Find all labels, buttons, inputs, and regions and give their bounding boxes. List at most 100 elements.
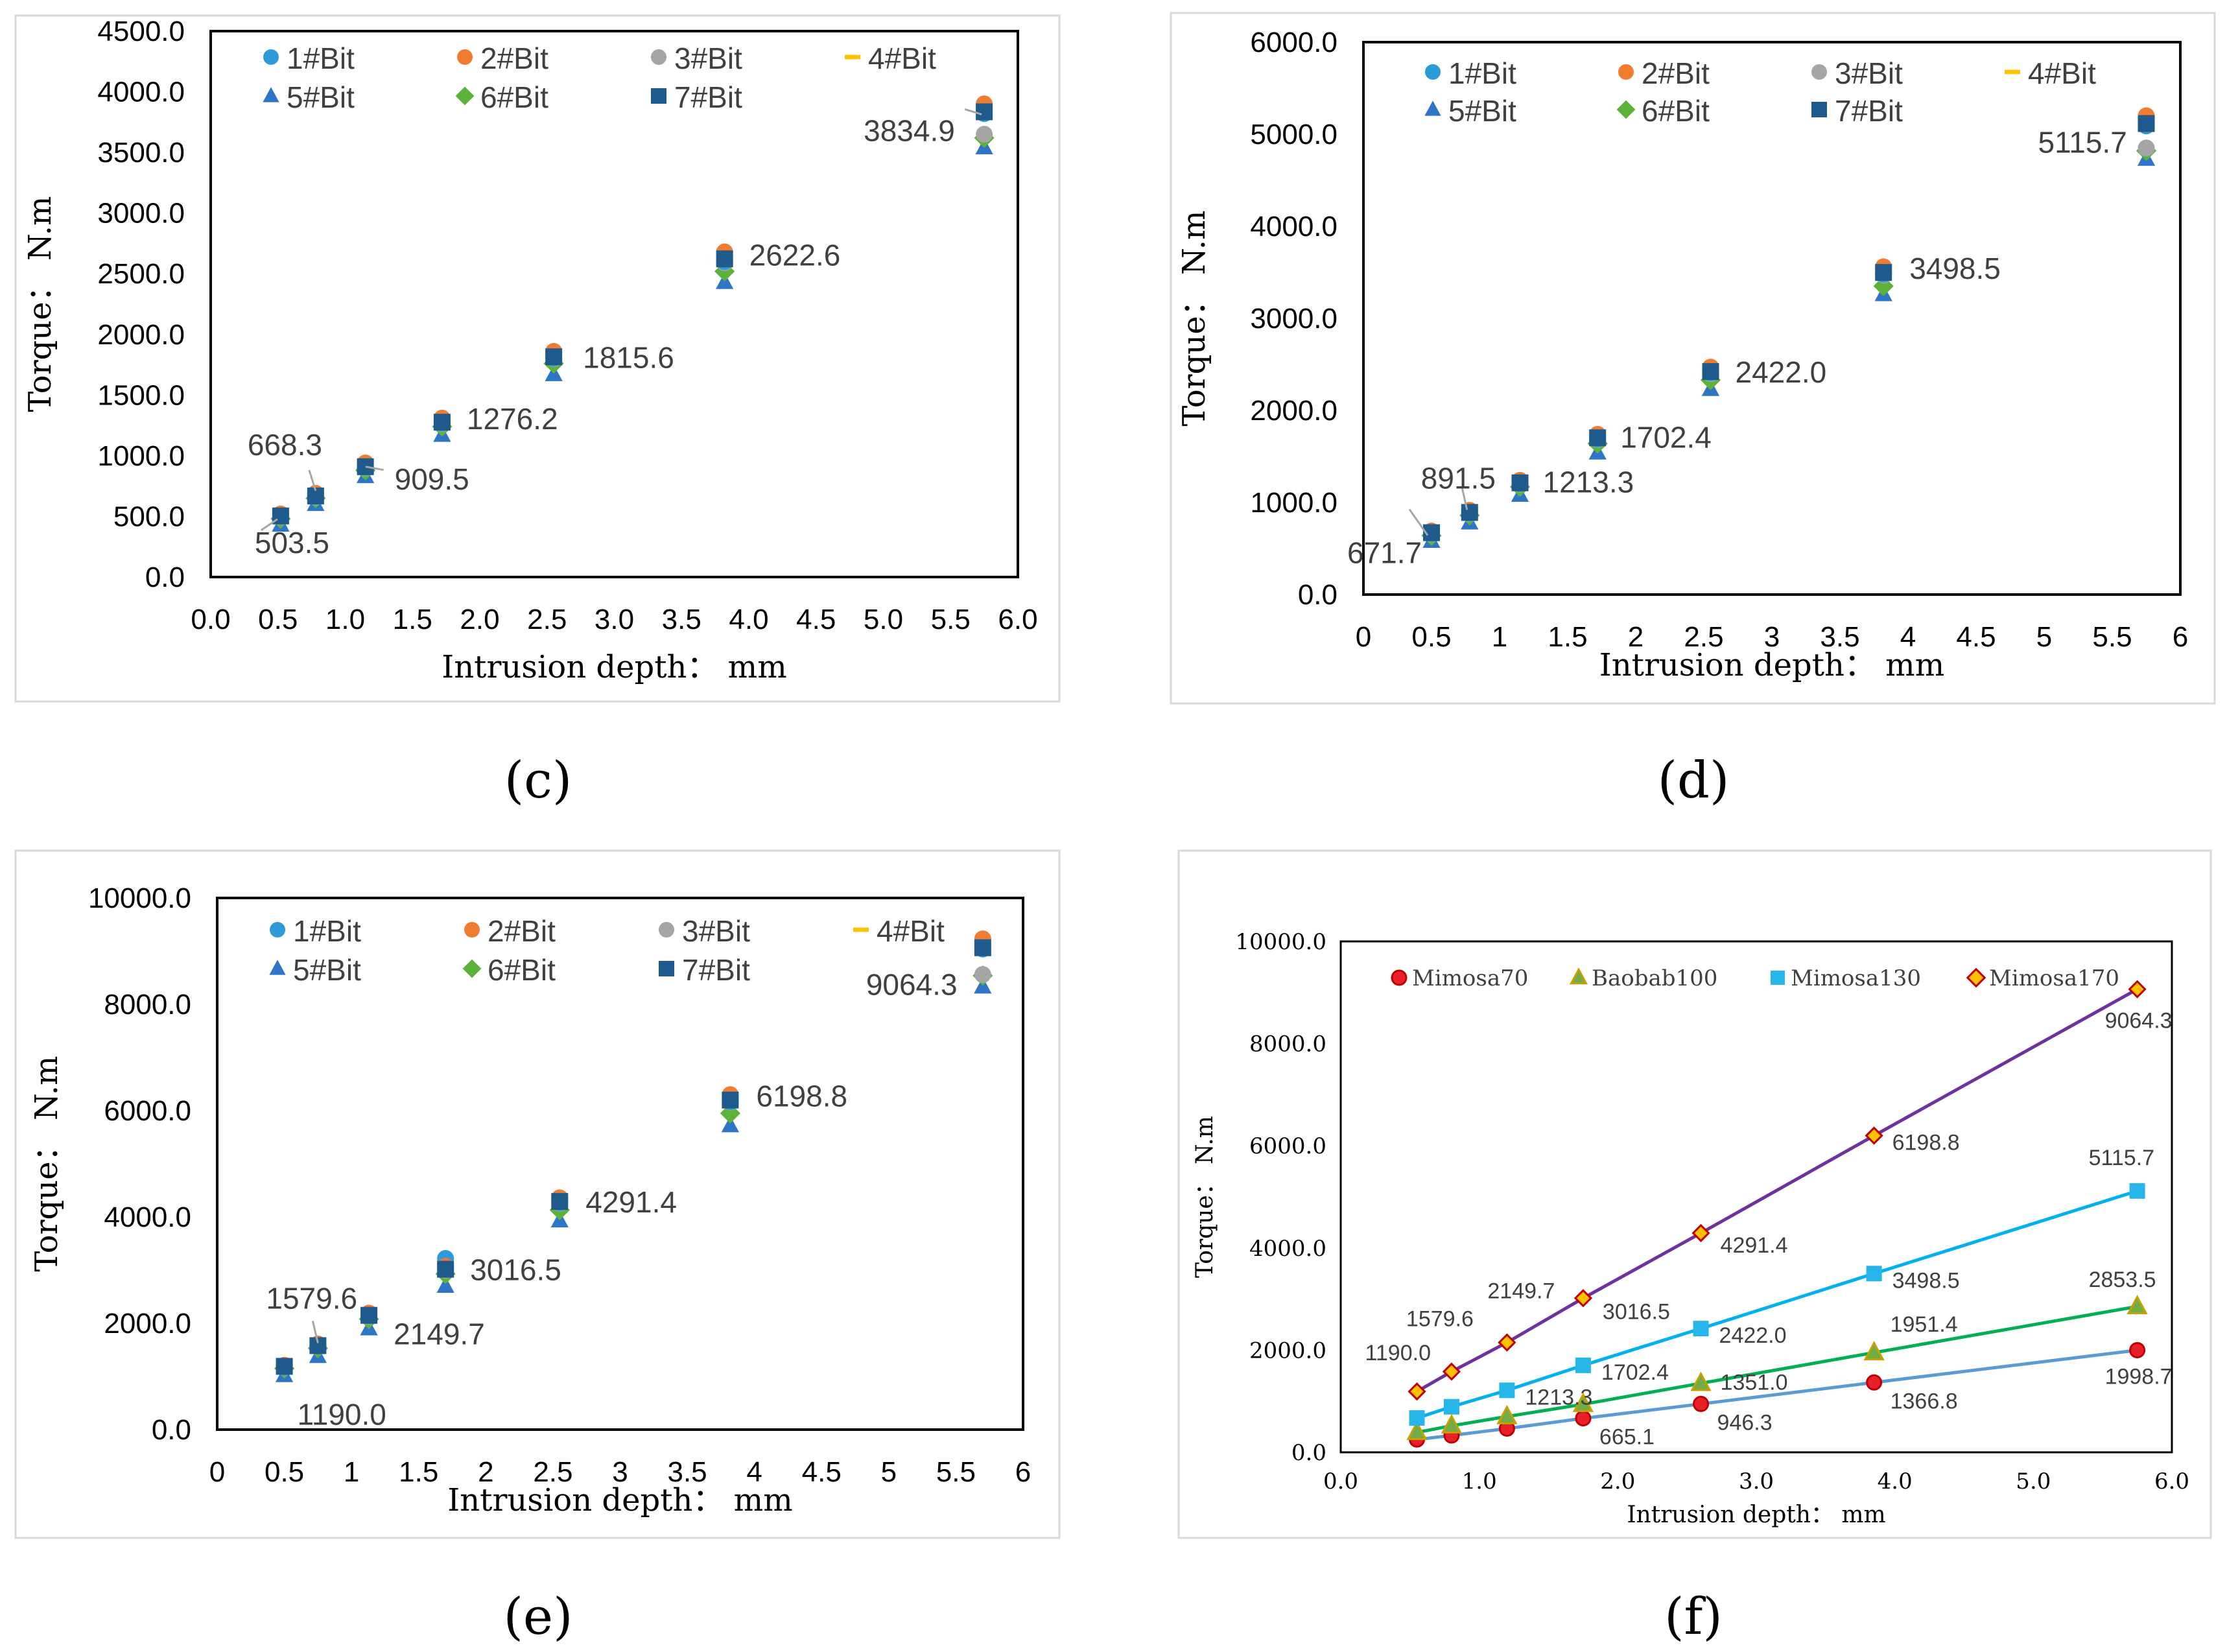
x-tick-label: 5.5 [2092, 621, 2132, 653]
x-tick-label: 3.0 [595, 604, 634, 635]
data-label: 4291.4 [1721, 1233, 1788, 1258]
legend-label: 2#Bit [480, 41, 548, 75]
x-tick-label: 2 [478, 1456, 493, 1488]
data-label: 3834.9 [864, 113, 955, 147]
x-tick-label: 2.5 [1684, 621, 1723, 653]
chart-d: 0.0 1000.0 2000.0 3000.0 4000.0 5000.0 6000.0 0… [1176, 27, 2188, 683]
y-tick-label: 0.0 [1291, 1440, 1326, 1466]
legend-label: Mimosa70 [1412, 965, 1528, 991]
legend-marker [1391, 969, 1408, 986]
y-tick-label: 0.0 [145, 561, 185, 593]
legend-marker [1811, 64, 1827, 80]
x-tick-label: 4.0 [729, 604, 768, 635]
y-tick-label: 10000.0 [1235, 929, 1326, 955]
data-point [1875, 264, 1892, 281]
data-label: 1351.0 [1721, 1371, 1788, 1395]
legend-marker [457, 49, 473, 65]
data-point [1406, 1421, 1428, 1441]
legend-marker [464, 922, 480, 938]
data-label: 3016.5 [1603, 1299, 1670, 1324]
x-tick-label: 4 [746, 1456, 762, 1488]
data-point [1409, 1410, 1425, 1426]
x-tick-label: 0.5 [1411, 621, 1451, 653]
legend-label: 3#Bit [1835, 56, 1903, 90]
data-point [1589, 429, 1607, 447]
data-point [1690, 1371, 1712, 1391]
data-point [976, 103, 993, 121]
x-tick-label: 4.5 [802, 1456, 842, 1488]
x-tick-label: 1.0 [1462, 1469, 1497, 1494]
leader-line [1408, 508, 1429, 536]
data-point [974, 966, 991, 984]
x-tick-label: 3.5 [1820, 621, 1859, 653]
x-tick-label: 6 [1015, 1456, 1031, 1488]
x-tick-label: 6.0 [2154, 1469, 2189, 1494]
data-label: 5115.7 [2038, 126, 2127, 159]
data-label: 9064.3 [866, 968, 958, 1002]
data-label: 5115.7 [2089, 1146, 2154, 1170]
data-point [1866, 1374, 1883, 1391]
data-point [433, 414, 451, 431]
y-axis-label: Torque： N.m [29, 1056, 65, 1271]
legend-label: 6#Bit [480, 80, 548, 114]
x-tick-label: 5 [2036, 621, 2052, 653]
legend-label: Mimosa170 [1989, 965, 2119, 991]
legend-label: 1#Bit [287, 41, 355, 75]
chart-c: 0.0 500.0 1000.0 1500.0 2000.0 2500.0 3000.0 35… [22, 16, 1038, 685]
legend-label: 4#Bit [877, 914, 945, 948]
x-tick-label: 3 [1764, 621, 1780, 653]
leader-line [311, 1321, 319, 1343]
legend-marker [1616, 100, 1636, 119]
data-label: 1998.7 [2105, 1365, 2173, 1389]
y-tick-label: 5000.0 [1250, 119, 1337, 150]
data-point [1575, 1410, 1592, 1427]
data-label: 2422.0 [1719, 1323, 1787, 1348]
y-tick-label: 500.0 [113, 501, 185, 532]
legend-label: 5#Bit [293, 953, 361, 987]
data-point [436, 1276, 454, 1293]
x-tick-label: 1.5 [393, 604, 432, 635]
data-label: 3016.5 [470, 1253, 561, 1287]
legend-marker [659, 922, 674, 938]
y-tick-label: 3500.0 [97, 137, 185, 169]
data-point [1461, 504, 1478, 521]
x-tick-label: 5.5 [931, 604, 971, 635]
x-tick-label: 3.5 [662, 604, 701, 635]
data-label: 2422.0 [1736, 355, 1827, 389]
data-point [974, 939, 991, 956]
data-point [1691, 1223, 1710, 1242]
legend-marker [659, 961, 674, 976]
data-point [1499, 1382, 1515, 1398]
x-axis-label: Intrusion depth： mm [1599, 647, 1944, 683]
x-tick-label: 2.0 [460, 604, 499, 635]
legend-marker [853, 927, 869, 932]
leader-line [964, 108, 982, 115]
data-label: 1579.6 [1406, 1307, 1474, 1332]
y-tick-label: 4000.0 [1250, 211, 1337, 242]
data-label: 1213.3 [1525, 1385, 1592, 1410]
caption-f: (f) [1664, 1588, 1723, 1646]
plot-area [1339, 940, 2173, 1454]
x-tick-label: 1 [344, 1456, 359, 1488]
y-tick-label: 2000.0 [104, 1308, 191, 1339]
x-tick-label: 1.5 [399, 1456, 438, 1488]
data-point [1573, 1289, 1593, 1308]
plot-area [216, 897, 1024, 1431]
x-tick-label: 0.0 [191, 604, 230, 635]
data-point [276, 1358, 293, 1375]
y-tick-label: 10000.0 [88, 882, 191, 914]
panel-d-frame [1170, 12, 2216, 705]
legend-label: 3#Bit [682, 914, 750, 948]
data-point [2127, 1295, 2148, 1315]
x-tick-label: 4.5 [1956, 621, 1996, 653]
y-tick-label: 6000.0 [1249, 1133, 1326, 1159]
data-label: 6198.8 [1892, 1131, 1960, 1155]
x-tick-label: 4.5 [796, 604, 836, 635]
data-point [1865, 1126, 1883, 1145]
legend-label: 7#Bit [674, 80, 742, 114]
data-point [1496, 1404, 1518, 1424]
legend-label: 6#Bit [1642, 94, 1710, 128]
data-label: 4291.4 [585, 1185, 677, 1219]
data-label: 665.1 [1599, 1425, 1655, 1450]
panel-e-frame [14, 849, 1061, 1539]
